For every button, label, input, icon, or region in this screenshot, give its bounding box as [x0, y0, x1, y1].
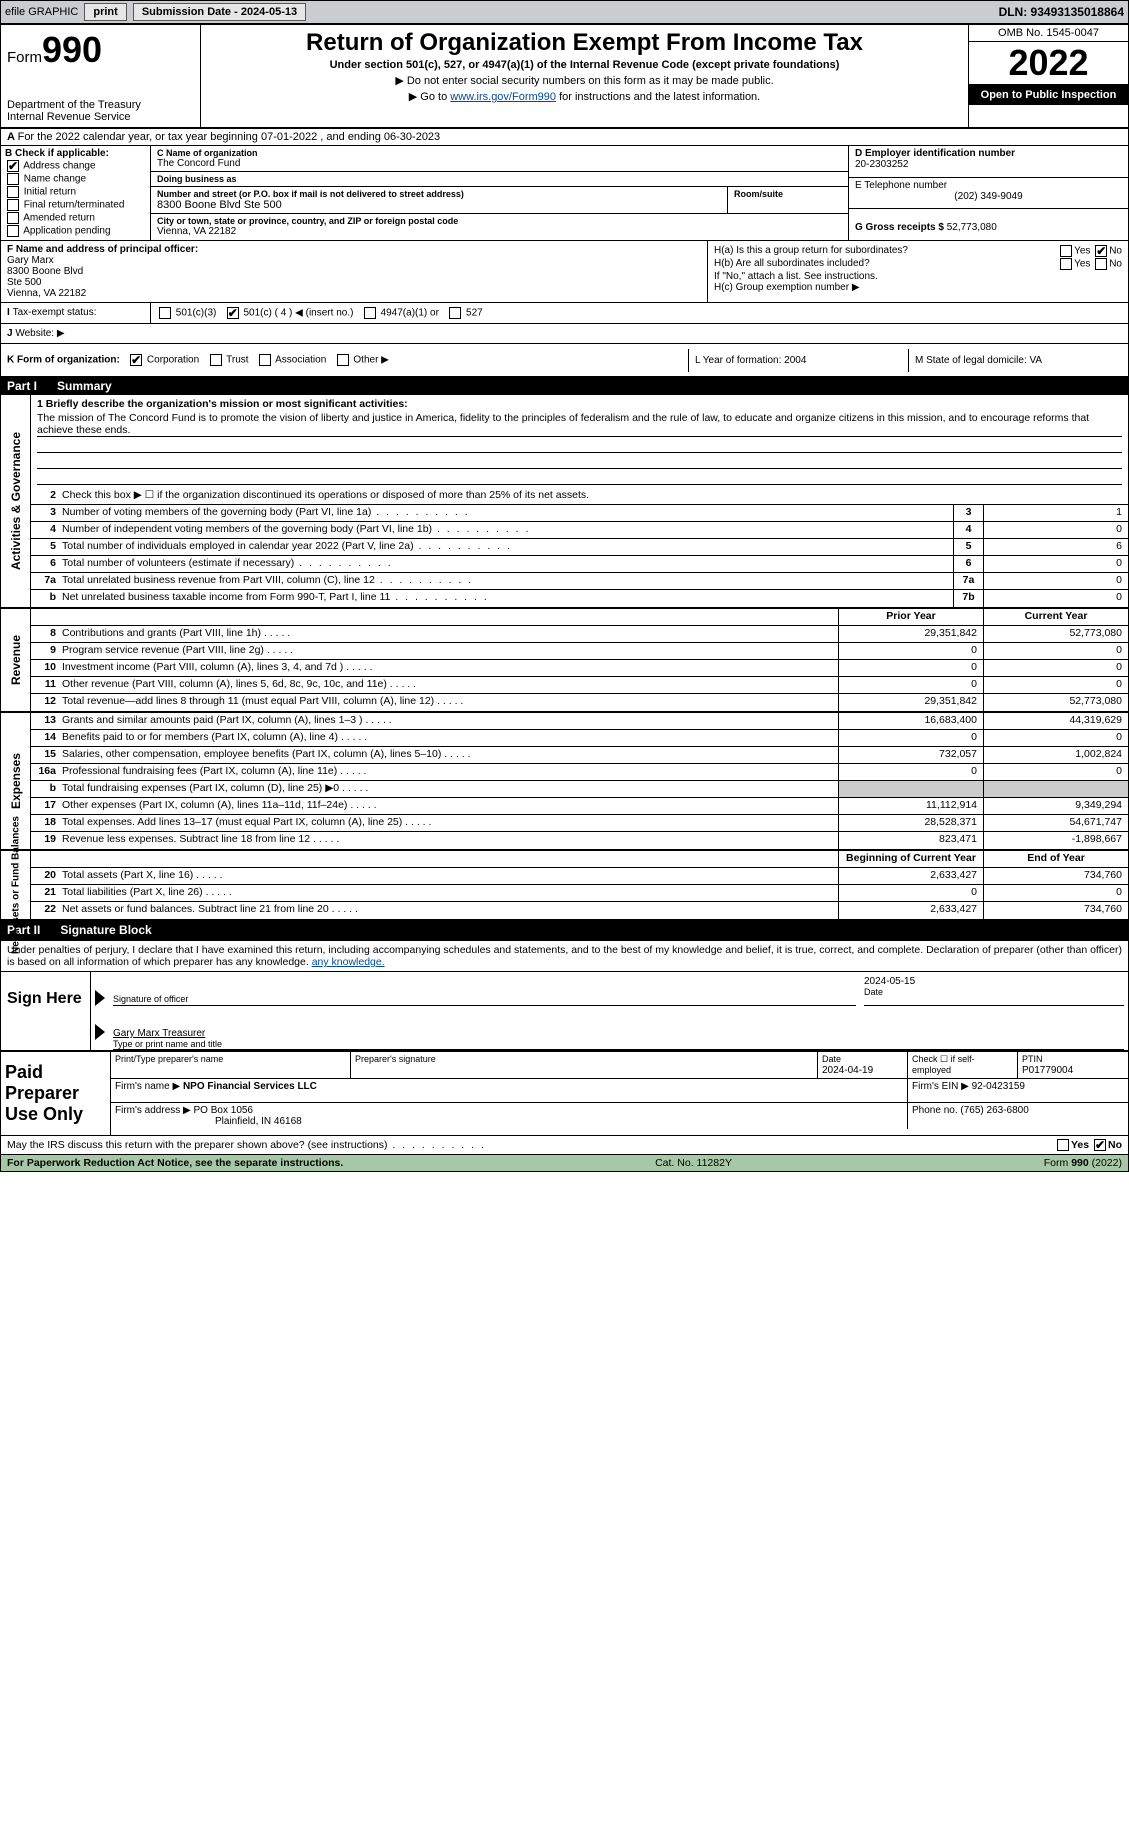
- summary-line: 22Net assets or fund balances. Subtract …: [31, 902, 1128, 919]
- gov-line: 6Total number of volunteers (estimate if…: [31, 556, 1128, 573]
- vside-expenses: Expenses: [9, 753, 23, 809]
- sig-date: 2024-05-15Date: [864, 972, 1124, 1006]
- dept-label: Department of the Treasury: [7, 99, 194, 111]
- summary-line: 18Total expenses. Add lines 13–17 (must …: [31, 815, 1128, 832]
- city-state-zip: Vienna, VA 22182: [157, 226, 842, 237]
- mission-block: 1 Briefly describe the organization's mi…: [31, 395, 1128, 488]
- box-h-group: H(a) Is this a group return for subordin…: [708, 241, 1128, 302]
- row-i-status: I Tax-exempt status: 501(c)(3) 501(c) ( …: [1, 303, 1128, 324]
- irs-link[interactable]: www.irs.gov/Form990: [450, 91, 556, 103]
- summary-line: 19Revenue less expenses. Subtract line 1…: [31, 832, 1128, 849]
- officer-name: Gary Marx Treasurer Type or print name a…: [113, 1006, 1124, 1050]
- gov-line: 3Number of voting members of the governi…: [31, 505, 1128, 522]
- goto-note: ▶ Go to www.irs.gov/Form990 for instruct…: [207, 90, 962, 103]
- top-toolbar: efile GRAPHIC print Submission Date - 20…: [0, 0, 1129, 24]
- org-name: The Concord Fund: [157, 158, 842, 169]
- penalty-statement: Under penalties of perjury, I declare th…: [1, 941, 1128, 971]
- cat-no: Cat. No. 11282Y: [655, 1157, 732, 1169]
- paid-preparer-block: Paid Preparer Use Only Print/Type prepar…: [1, 1050, 1128, 1135]
- summary-line: 13Grants and similar amounts paid (Part …: [31, 713, 1128, 730]
- summary-line: 21Total liabilities (Part X, line 26)00: [31, 885, 1128, 902]
- summary-line: 20Total assets (Part X, line 16)2,633,42…: [31, 868, 1128, 885]
- gov-line: 2Check this box ▶ ☐ if the organization …: [31, 488, 1128, 505]
- chk-address-change[interactable]: Address change: [5, 160, 146, 172]
- summary-line: 16aProfessional fundraising fees (Part I…: [31, 764, 1128, 781]
- form-subtitle: Under section 501(c), 527, or 4947(a)(1)…: [207, 59, 962, 71]
- form-header: Form990 Department of the Treasury Inter…: [1, 25, 1128, 129]
- summary-line: 10Investment income (Part VIII, column (…: [31, 660, 1128, 677]
- chk-initial-return[interactable]: Initial return: [5, 186, 146, 198]
- open-public-badge: Open to Public Inspection: [969, 85, 1128, 105]
- summary-line: bTotal fundraising expenses (Part IX, co…: [31, 781, 1128, 798]
- row-a-tax-year: A For the 2022 calendar year, or tax yea…: [1, 129, 1128, 146]
- summary-line: 8Contributions and grants (Part VIII, li…: [31, 626, 1128, 643]
- chk-final-return[interactable]: Final return/terminated: [5, 199, 146, 211]
- header-right: OMB No. 1545-0047 2022 Open to Public In…: [968, 25, 1128, 127]
- section-revenue: Revenue Prior YearCurrent Year 8Contribu…: [1, 609, 1128, 713]
- part-1-header: Part ISummary: [1, 377, 1128, 395]
- vside-revenue: Revenue: [9, 635, 23, 685]
- submission-date-button[interactable]: Submission Date - 2024-05-13: [133, 3, 306, 21]
- vside-net: Net Assets or Fund Balances: [10, 816, 21, 954]
- sign-here-row: Sign Here Signature of officer 2024-05-1…: [1, 971, 1128, 1050]
- header-center: Return of Organization Exempt From Incom…: [201, 25, 968, 127]
- chk-name-change[interactable]: Name change: [5, 173, 146, 185]
- chk-app-pending[interactable]: Application pending: [5, 225, 146, 237]
- summary-line: 17Other expenses (Part IX, column (A), l…: [31, 798, 1128, 815]
- gov-line: 5Total number of individuals employed in…: [31, 539, 1128, 556]
- row-klm: K Form of organization: Corporation Trus…: [1, 344, 1128, 377]
- tax-year: 2022: [969, 42, 1128, 85]
- vside-governance: Activities & Governance: [9, 432, 23, 570]
- sig-arrow-icon: [95, 990, 105, 1006]
- irs-label: Internal Revenue Service: [7, 111, 194, 123]
- efile-label: efile GRAPHIC: [5, 6, 78, 18]
- gov-line: bNet unrelated business taxable income f…: [31, 590, 1128, 607]
- street-address: 8300 Boone Blvd Ste 500: [157, 199, 721, 211]
- section-expenses: Expenses 13Grants and similar amounts pa…: [1, 713, 1128, 851]
- form-990: Form990 Department of the Treasury Inter…: [0, 24, 1129, 1172]
- gov-line: 4Number of independent voting members of…: [31, 522, 1128, 539]
- state-domicile: M State of legal domicile: VA: [908, 349, 1128, 372]
- box-d-e-g: D Employer identification number 20-2303…: [848, 146, 1128, 240]
- summary-line: 12Total revenue—add lines 8 through 11 (…: [31, 694, 1128, 711]
- summary-line: 9Program service revenue (Part VIII, lin…: [31, 643, 1128, 660]
- signature-block: Under penalties of perjury, I declare th…: [1, 939, 1128, 1154]
- print-button[interactable]: print: [84, 3, 126, 21]
- section-governance: Activities & Governance 1 Briefly descri…: [1, 395, 1128, 609]
- section-fh: F Name and address of principal officer:…: [1, 241, 1128, 303]
- row-j-website: J Website: ▶: [1, 324, 1128, 344]
- form-label-bottom: Form 990 (2022): [1044, 1157, 1122, 1169]
- ssn-note: ▶ Do not enter social security numbers o…: [207, 74, 962, 87]
- any-knowledge-link[interactable]: any knowledge.: [312, 956, 385, 968]
- summary-line: 11Other revenue (Part VIII, column (A), …: [31, 677, 1128, 694]
- summary-line: 14Benefits paid to or for members (Part …: [31, 730, 1128, 747]
- discuss-row: May the IRS discuss this return with the…: [1, 1135, 1128, 1154]
- sig-arrow-icon: [95, 1024, 105, 1040]
- header-left: Form990 Department of the Treasury Inter…: [1, 25, 201, 127]
- box-f-officer: F Name and address of principal officer:…: [1, 241, 708, 302]
- footer-row: For Paperwork Reduction Act Notice, see …: [1, 1154, 1128, 1171]
- section-net-assets: Net Assets or Fund Balances Beginning of…: [1, 851, 1128, 921]
- paperwork-notice: For Paperwork Reduction Act Notice, see …: [7, 1157, 343, 1169]
- year-formation: L Year of formation: 2004: [688, 349, 908, 372]
- summary-line: 15Salaries, other compensation, employee…: [31, 747, 1128, 764]
- box-c-org-info: C Name of organization The Concord Fund …: [151, 146, 848, 240]
- ein: 20-2303252: [855, 159, 908, 170]
- part-2-header: Part IISignature Block: [1, 921, 1128, 939]
- chk-amended[interactable]: Amended return: [5, 212, 146, 224]
- gross-receipts: 52,773,080: [947, 222, 997, 233]
- omb-number: OMB No. 1545-0047: [969, 25, 1128, 42]
- box-b-check-applicable: B Check if applicable: Address change Na…: [1, 146, 151, 240]
- dln-label: DLN: 93493135018864: [999, 5, 1124, 19]
- phone: (202) 349-9049: [855, 191, 1122, 202]
- mission-text: The mission of The Concord Fund is to pr…: [37, 412, 1122, 437]
- form-title: Return of Organization Exempt From Incom…: [207, 29, 962, 57]
- section-bcd: B Check if applicable: Address change Na…: [1, 146, 1128, 241]
- gov-line: 7aTotal unrelated business revenue from …: [31, 573, 1128, 590]
- officer-signature[interactable]: Signature of officer: [113, 972, 856, 1006]
